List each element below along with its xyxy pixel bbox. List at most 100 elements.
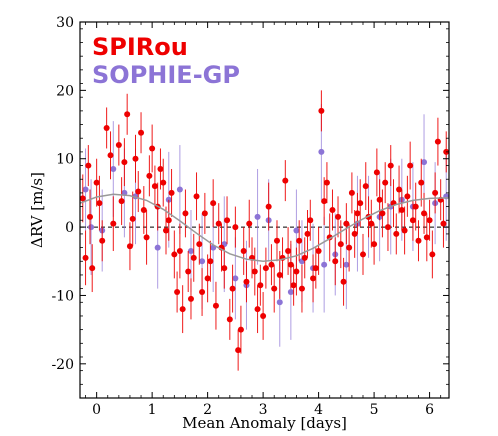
ticks-layer: 0 1 2 3 4 5 6 -20 -10 0 10 20 30 [51,15,449,418]
data-point [315,248,322,255]
y-tick-label: 30 [56,15,74,31]
data-point [273,237,280,244]
data-point [268,261,275,268]
data-point [401,227,408,234]
data-point [157,165,164,172]
series-spirou [80,90,449,371]
data-point [187,295,194,302]
data-point [240,248,247,255]
data-point [362,183,369,190]
data-point [285,248,292,255]
data-point [276,271,283,278]
data-point [115,142,122,149]
data-point [187,248,194,255]
data-point [82,254,89,261]
data-point [340,278,347,285]
y-tick-label: 0 [65,220,74,236]
data-point [143,234,150,241]
data-point [110,220,117,227]
data-point [204,275,211,282]
data-point [265,203,272,210]
data-point [387,162,394,169]
data-point [235,347,242,354]
data-point [376,196,383,203]
data-point [312,265,319,272]
data-point [168,189,175,196]
data-point [229,285,236,292]
data-point [82,186,89,193]
data-point [140,207,147,213]
data-point [298,285,305,292]
data-point [346,244,353,251]
data-point [260,312,267,319]
data-point [332,258,339,265]
data-point [271,285,278,292]
data-point [232,275,239,282]
data-point [382,179,389,186]
data-point [132,155,139,162]
data-point [321,261,328,268]
data-point [254,306,261,313]
x-tick-label: 6 [425,402,434,418]
data-point [124,111,131,118]
data-point [212,302,219,309]
data-point [254,213,261,220]
y-tick-label: 10 [56,152,74,168]
data-point [384,224,391,231]
data-point [282,177,289,184]
data-point [398,207,405,213]
data-point [246,220,253,227]
data-point [404,193,411,200]
data-point [415,237,422,244]
data-point [337,241,344,248]
data-point [418,179,425,186]
data-point [293,268,300,275]
data-point [434,138,441,145]
data-point [107,152,114,159]
data-point [163,227,170,234]
data-point [199,289,206,296]
data-point [304,230,311,237]
data-point [118,198,125,205]
data-point [190,254,197,261]
x-tick-label: 3 [259,402,268,418]
data-point [146,172,153,179]
y-tick-label: 20 [56,83,74,99]
data-point [138,129,145,136]
y-tick-label: -20 [51,357,74,373]
data-point [407,162,414,169]
data-point [221,265,228,272]
data-point [207,258,214,265]
x-tick-label: 0 [92,402,101,418]
data-point [287,261,294,268]
data-point [262,265,269,272]
legend-entry: SOPHIE-GP [92,61,240,89]
data-point [179,306,186,313]
series-sophie-gp [82,104,449,347]
data-point [276,299,283,306]
data-point [232,224,239,231]
data-point [215,220,222,227]
axes-frame [79,21,450,399]
data-point [351,230,358,237]
x-tick-label: 2 [203,402,212,418]
data-point [224,217,231,224]
x-tick-label: 4 [314,402,323,418]
data-point [171,251,178,258]
data-layer [80,90,449,371]
data-point [329,207,336,213]
data-point [357,200,364,207]
data-point [423,234,430,241]
data-point [348,189,355,196]
data-point [440,220,447,227]
data-point [110,165,117,172]
data-point [343,261,350,268]
data-point [86,213,93,220]
data-point [185,268,192,275]
data-point [135,188,142,195]
data-point [421,210,428,217]
data-point [154,244,161,251]
data-point [335,213,342,220]
data-point [85,162,92,169]
